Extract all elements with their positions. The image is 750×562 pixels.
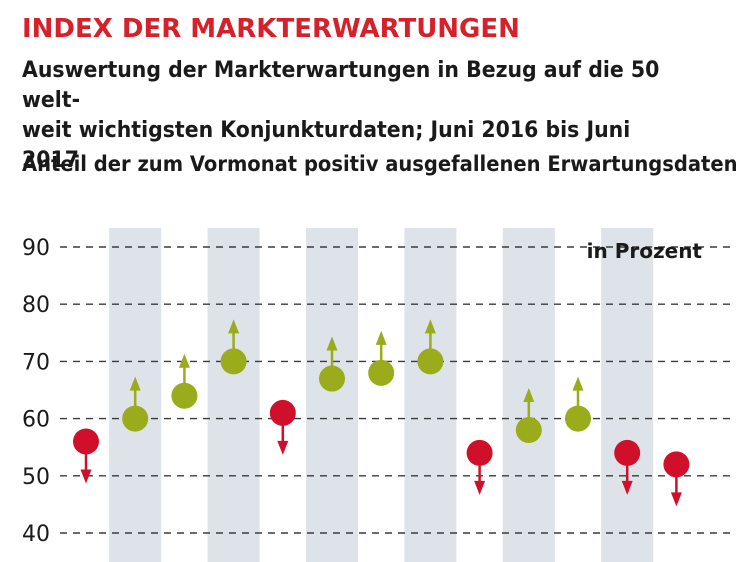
point-marker xyxy=(614,439,641,466)
column-band xyxy=(207,228,260,562)
up-arrow-icon xyxy=(178,353,190,368)
chart-subtitle: Auswertung der Markterwartungen in Bezug… xyxy=(22,56,692,176)
y-tick-label: 40 xyxy=(22,522,50,547)
data-point xyxy=(466,439,493,495)
y-tick-label: 60 xyxy=(22,408,50,433)
chart-title: INDEX DER MARKTERWARTUNGEN xyxy=(22,14,520,44)
data-point xyxy=(269,399,296,455)
down-arrow-icon xyxy=(670,492,682,507)
y-tick-label: 50 xyxy=(22,465,50,490)
down-arrow-icon xyxy=(474,480,486,495)
data-point xyxy=(565,376,591,432)
point-marker xyxy=(269,399,296,426)
y-tick-label: 70 xyxy=(22,350,50,375)
column-band xyxy=(404,228,457,562)
point-marker xyxy=(663,451,690,478)
data-point xyxy=(319,336,345,392)
subtitle-line-1: Auswertung der Markterwartungen in Bezug… xyxy=(22,58,660,113)
point-marker xyxy=(565,405,591,432)
data-points xyxy=(73,319,690,507)
column-band xyxy=(306,228,358,562)
data-point xyxy=(417,319,444,375)
column-band xyxy=(601,228,654,562)
down-arrow-icon xyxy=(277,440,289,455)
point-marker xyxy=(122,405,149,432)
up-arrow-icon xyxy=(523,388,535,403)
point-marker xyxy=(73,428,99,455)
measure-label: Anteil der zum Vormonat positiv ausgefal… xyxy=(22,152,738,176)
data-point xyxy=(171,353,198,409)
unit-label: in Prozent xyxy=(587,239,703,263)
data-point xyxy=(73,428,99,484)
data-point xyxy=(663,451,690,507)
up-arrow-icon xyxy=(424,319,436,334)
up-arrow-icon xyxy=(375,330,387,345)
column-bands xyxy=(109,228,654,562)
y-tick-label: 80 xyxy=(22,293,50,318)
data-point xyxy=(368,330,395,386)
point-marker xyxy=(368,359,395,386)
point-marker xyxy=(220,348,247,375)
up-arrow-icon xyxy=(326,336,338,351)
data-point xyxy=(515,388,542,444)
point-marker xyxy=(466,439,493,466)
up-arrow-icon xyxy=(572,376,584,391)
data-point xyxy=(220,319,247,375)
point-marker xyxy=(515,417,542,444)
grid-lines xyxy=(60,246,735,534)
point-marker xyxy=(171,382,198,409)
down-arrow-icon xyxy=(621,480,633,495)
point-marker xyxy=(417,348,444,375)
subtitle-line-2: weit wichtigsten Konjunkturdaten; Juni 2… xyxy=(22,118,631,173)
up-arrow-icon xyxy=(228,319,240,334)
up-arrow-icon xyxy=(129,376,141,391)
data-point xyxy=(122,376,149,432)
point-marker xyxy=(319,365,345,392)
data-point xyxy=(614,439,641,495)
y-tick-labels: 90 80 70 60 50 40 xyxy=(22,236,50,547)
down-arrow-icon xyxy=(80,469,92,484)
y-tick-label: 90 xyxy=(22,236,50,261)
